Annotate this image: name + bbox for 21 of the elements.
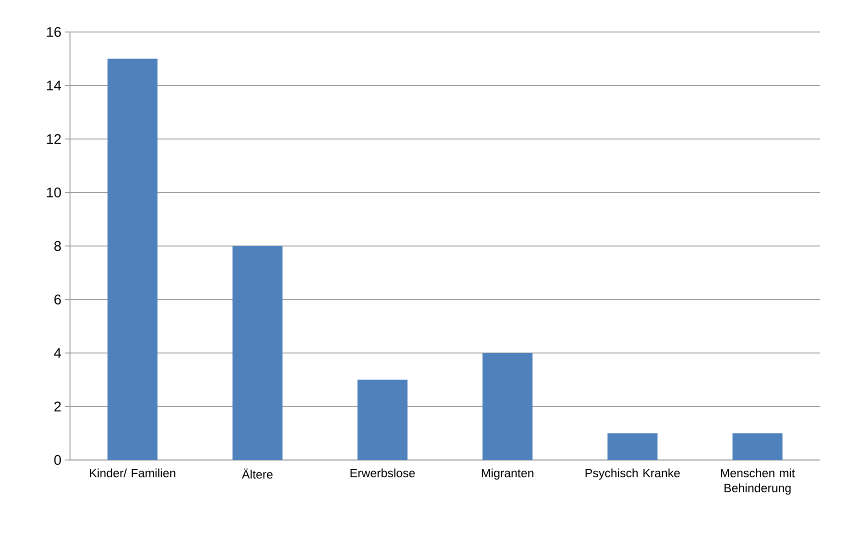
bar (482, 352, 533, 460)
bar (358, 380, 408, 460)
y-tick-label: 0 (54, 455, 61, 465)
bar (232, 246, 283, 460)
y-tick-label: 2 (54, 402, 61, 412)
y-tick-label: 16 (47, 27, 61, 37)
y-tick-label: 14 (47, 80, 62, 90)
x-tick-label: Erwerbslose (350, 468, 415, 478)
bar (608, 433, 658, 460)
x-tick-label: Psychisch Kranke (586, 468, 680, 480)
x-tick-label: Ältere (242, 468, 273, 479)
x-tick-label: Migranten (482, 468, 534, 480)
y-tick-label: 4 (54, 348, 62, 358)
bar (108, 58, 158, 460)
x-tick-label: Kinder/ Familien (90, 468, 176, 478)
y-tick-label: 10 (47, 188, 61, 198)
y-tick-label: 12 (47, 134, 61, 144)
y-tick-label: 8 (54, 241, 61, 251)
y-tick-label: 6 (54, 294, 61, 304)
bar (732, 433, 783, 460)
x-tick-label: Menschen mit Behinderung (720, 468, 795, 495)
